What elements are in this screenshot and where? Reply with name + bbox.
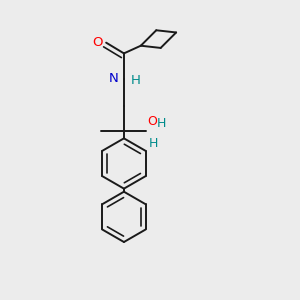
Text: H: H — [157, 117, 166, 130]
Text: H: H — [131, 74, 141, 88]
Text: O: O — [92, 35, 103, 49]
Text: O: O — [148, 115, 158, 128]
Text: N: N — [109, 72, 118, 85]
Text: H: H — [148, 137, 158, 150]
